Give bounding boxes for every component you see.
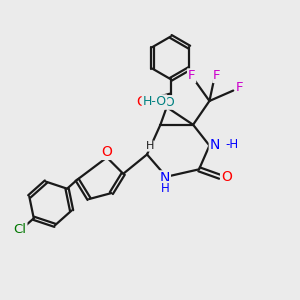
Text: F: F — [188, 69, 195, 82]
Text: F: F — [236, 81, 244, 94]
Text: O: O — [101, 145, 112, 159]
Text: H-O: H-O — [142, 95, 167, 108]
Text: -H: -H — [226, 138, 239, 152]
Text: Cl: Cl — [14, 223, 27, 236]
Text: H: H — [160, 182, 169, 194]
Text: N: N — [210, 138, 220, 152]
Text: H: H — [146, 141, 154, 151]
Text: O: O — [221, 170, 232, 184]
Text: F: F — [213, 69, 220, 82]
Text: -O: -O — [160, 96, 175, 109]
Text: N: N — [160, 171, 170, 185]
Text: O: O — [136, 94, 147, 109]
Text: H: H — [153, 96, 162, 109]
